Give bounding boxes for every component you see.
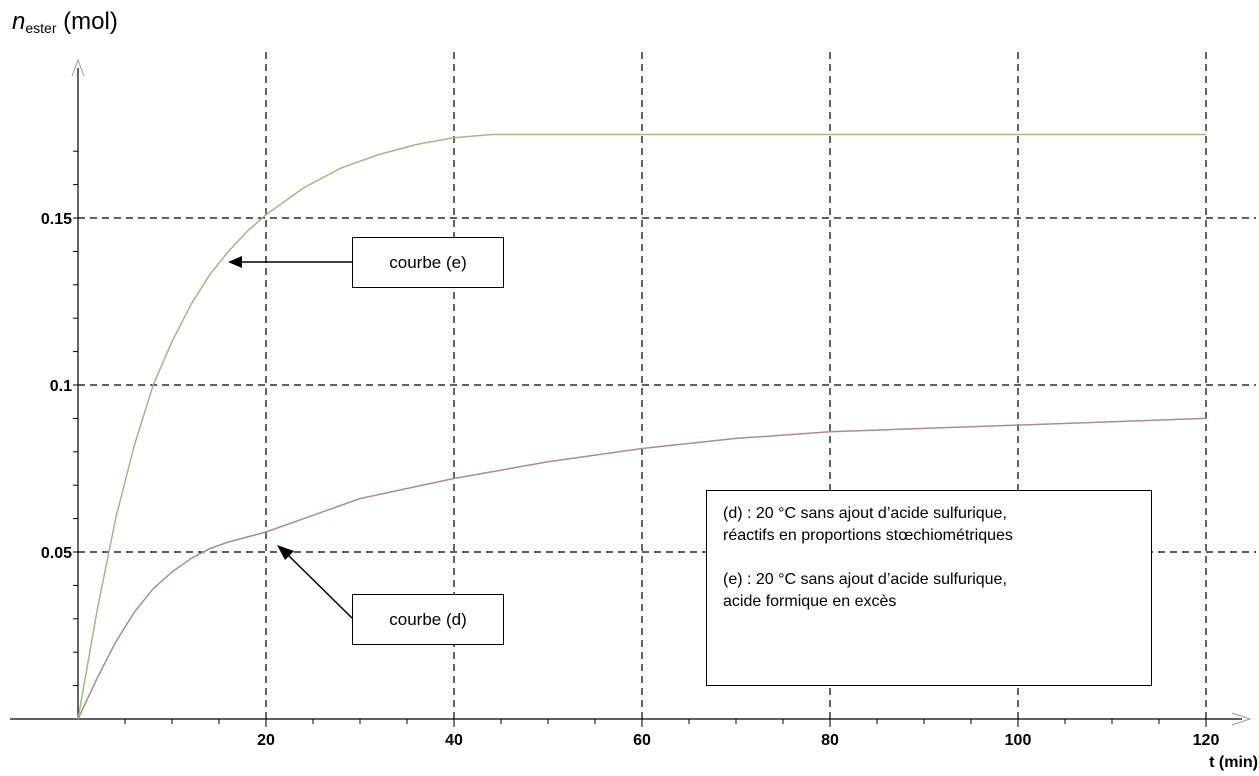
legend-d-line1: (d) : 20 °C sans ajout d’acide sulfuriqu…: [723, 505, 1007, 522]
arrow-courbe-e-head: [228, 256, 242, 268]
y-axis-label: nester (mol): [12, 8, 118, 36]
series-line-e: [77, 133, 1206, 720]
y-tick-label-0_15: 0.15: [41, 211, 72, 228]
legend-e-line1: (e) : 20 °C sans ajout d’acide sulfuriqu…: [723, 571, 1007, 588]
callout-courbe-e: courbe (e): [352, 237, 504, 288]
x-tick-label-20: 20: [257, 732, 275, 749]
axes: [10, 58, 1252, 726]
legend-d-line2: réactifs en proportions stœchiométriques: [723, 527, 1013, 544]
x-tick-label-120: 120: [1193, 732, 1220, 749]
x-axis-arrowhead: [1231, 712, 1252, 726]
series-line-d: [77, 417, 1207, 720]
series-group: [77, 133, 1207, 720]
y-axis-label-unit: (mol): [63, 8, 118, 35]
x-tick-label-100: 100: [1005, 732, 1032, 749]
arrows-group: [228, 256, 353, 619]
arrow-courbe-d-head: [277, 545, 294, 560]
ticks-group: 20 40 60 80 100 120 0.05 0.1 0.15 t (min): [41, 150, 1258, 771]
y-axis-label-subscript: ester: [25, 20, 57, 36]
y-tick-label-0_1: 0.1: [50, 378, 72, 395]
x-tick-label-60: 60: [633, 732, 651, 749]
callout-courbe-d: courbe (d): [352, 594, 504, 645]
y-axis-arrowhead: [71, 58, 85, 77]
legend-box: (d) : 20 °C sans ajout d’acide sulfuriqu…: [706, 490, 1152, 686]
y-tick-label-0_05: 0.05: [41, 545, 72, 562]
x-axis-label: t (min): [1209, 754, 1258, 771]
x-tick-label-40: 40: [445, 732, 463, 749]
y-axis-label-symbol: n: [12, 8, 26, 35]
x-tick-label-80: 80: [821, 732, 839, 749]
legend-e-line2: acide formique en excès: [723, 593, 897, 610]
arrow-courbe-d-line: [287, 554, 353, 619]
